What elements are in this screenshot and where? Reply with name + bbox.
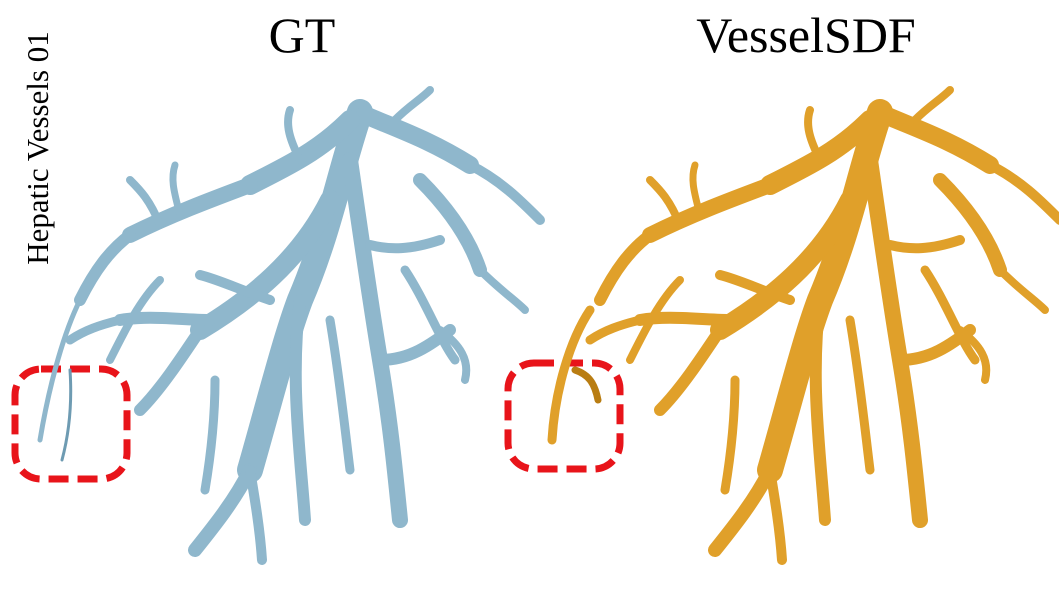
gt-thin-branch xyxy=(37,297,83,443)
vesselsdf-vessel-tree xyxy=(590,90,1059,560)
vesselsdf-title: VesselSDF xyxy=(696,7,916,63)
vesselsdf-thin-branch xyxy=(547,305,595,445)
gt-vessel-tree xyxy=(70,90,540,560)
vesselsdf-thin-branch-2 xyxy=(571,366,602,404)
gt-title: GT xyxy=(268,7,336,63)
gt-thin-branch-2 xyxy=(60,368,73,462)
